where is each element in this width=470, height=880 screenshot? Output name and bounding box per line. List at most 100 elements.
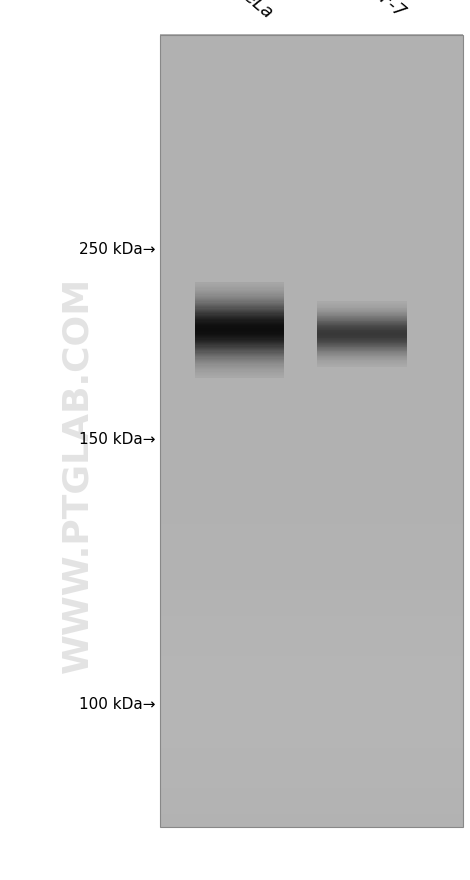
Bar [160, 549, 463, 563]
Bar [160, 48, 463, 62]
Bar [317, 309, 407, 310]
Bar [195, 287, 284, 289]
Bar [160, 760, 463, 774]
Bar [195, 312, 284, 313]
Bar [317, 326, 407, 327]
Bar [317, 306, 407, 307]
Bar [317, 361, 407, 362]
Bar [160, 127, 463, 141]
Bar [317, 322, 407, 323]
Bar [317, 312, 407, 313]
Bar [160, 444, 463, 458]
Text: 150 kDa→: 150 kDa→ [78, 431, 155, 447]
Bar [317, 325, 407, 326]
Bar [195, 351, 284, 353]
Bar [195, 326, 284, 327]
Bar [160, 391, 463, 405]
Text: MCF-7: MCF-7 [355, 0, 409, 22]
Bar [160, 61, 463, 75]
Bar [195, 373, 284, 375]
Bar [195, 346, 284, 348]
Bar [195, 302, 284, 304]
Bar [160, 628, 463, 642]
Bar [160, 430, 463, 444]
Bar [195, 306, 284, 307]
Bar [317, 329, 407, 330]
Bar [160, 787, 463, 801]
Text: HeLa: HeLa [230, 0, 277, 22]
Bar [317, 355, 407, 356]
Bar [317, 330, 407, 331]
Bar [160, 364, 463, 378]
Bar [317, 353, 407, 354]
Bar [317, 312, 407, 314]
Bar [317, 323, 407, 325]
Bar [195, 282, 284, 283]
Bar [317, 303, 407, 304]
Bar [317, 304, 407, 306]
Bar [160, 285, 463, 299]
Bar [317, 327, 407, 329]
Bar [160, 180, 463, 194]
Bar [160, 153, 463, 167]
Bar [195, 321, 284, 323]
Text: WWW.PTGLAB.COM: WWW.PTGLAB.COM [61, 277, 94, 673]
Bar [317, 319, 407, 320]
Bar [195, 310, 284, 311]
Bar [160, 589, 463, 603]
Bar [195, 297, 284, 298]
Bar [317, 328, 407, 329]
Bar [195, 355, 284, 356]
Bar [317, 302, 407, 304]
Bar [317, 334, 407, 336]
Bar [160, 483, 463, 497]
Bar [160, 602, 463, 616]
Bar [317, 351, 407, 352]
Bar [160, 642, 463, 656]
Bar [160, 470, 463, 484]
Bar [195, 308, 284, 310]
Bar [317, 356, 407, 358]
Bar [195, 293, 284, 294]
Bar [317, 313, 407, 315]
Bar [195, 364, 284, 366]
Bar [317, 332, 407, 333]
Bar [160, 378, 463, 392]
Bar [195, 341, 284, 343]
Bar [317, 338, 407, 340]
Bar [317, 333, 407, 334]
Bar [317, 335, 407, 337]
Bar [317, 362, 407, 363]
Bar [317, 344, 407, 345]
Bar [317, 315, 407, 317]
Bar [195, 331, 284, 333]
Bar [160, 708, 463, 722]
Bar [317, 339, 407, 340]
Bar [317, 350, 407, 351]
Bar [317, 345, 407, 347]
Bar [317, 357, 407, 359]
Bar [160, 312, 463, 326]
Bar [160, 576, 463, 590]
Bar [317, 337, 407, 339]
Bar [317, 304, 407, 305]
Bar [317, 307, 407, 308]
Bar [317, 326, 407, 328]
Bar [195, 327, 284, 329]
Bar [160, 404, 463, 418]
Bar [195, 370, 284, 371]
Text: 100 kDa→: 100 kDa→ [78, 697, 155, 712]
Bar [317, 365, 407, 366]
Bar [317, 340, 407, 341]
Bar [195, 359, 284, 361]
Bar [317, 323, 407, 324]
Bar [195, 358, 284, 360]
Bar [160, 219, 463, 233]
Bar [317, 316, 407, 318]
Bar [195, 322, 284, 324]
Bar [195, 362, 284, 363]
Bar [160, 457, 463, 471]
Bar [317, 314, 407, 316]
Bar [160, 259, 463, 273]
Bar [160, 496, 463, 510]
